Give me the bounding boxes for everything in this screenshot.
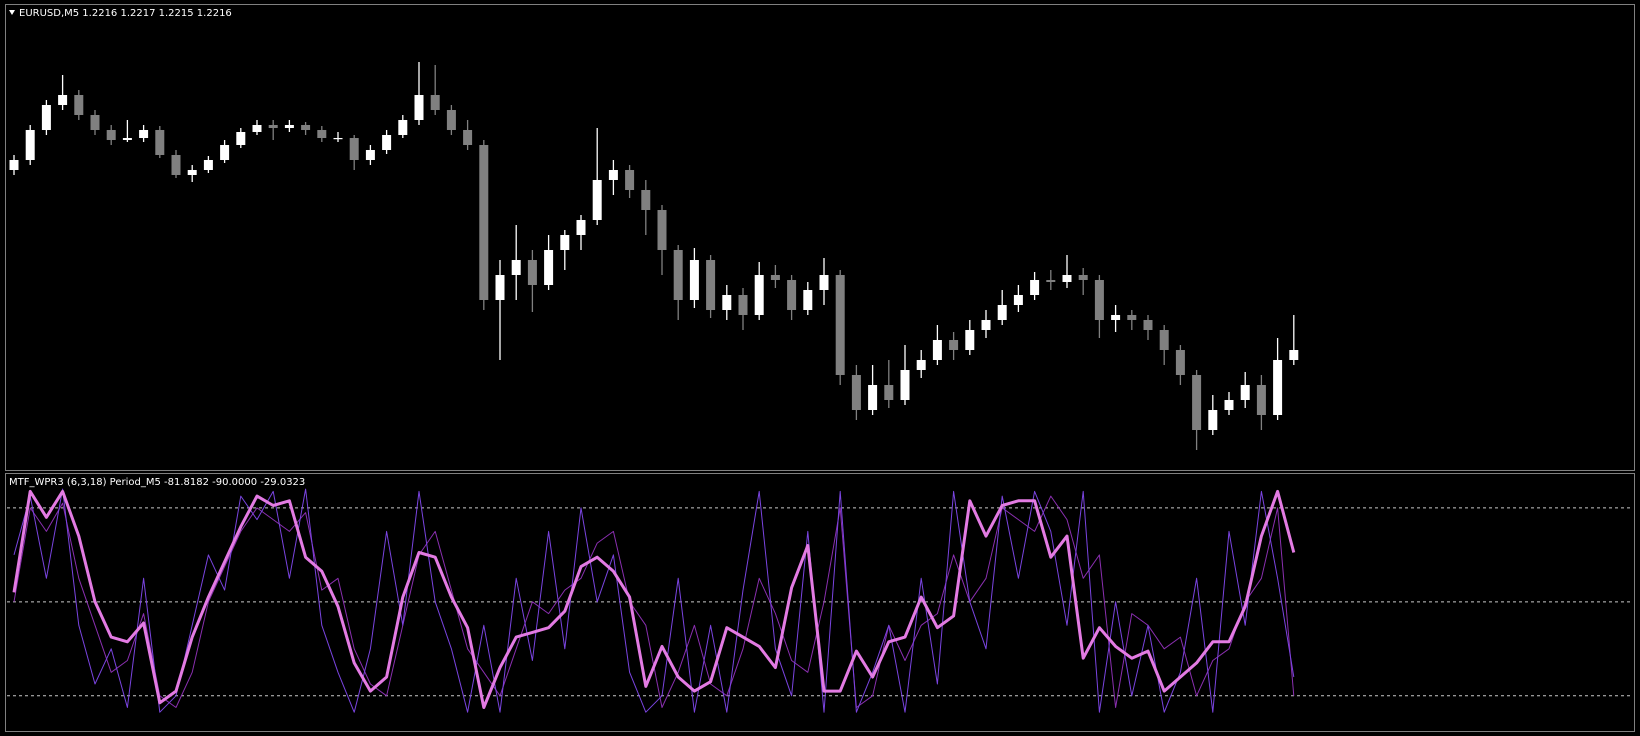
candle-body [1062, 275, 1072, 282]
candle-body [479, 145, 489, 300]
candle-body [576, 220, 586, 235]
collapse-arrow[interactable] [9, 10, 15, 15]
price-panel-title: EURUSD,M5 1.2216 1.2217 1.2215 1.2216 [19, 8, 232, 19]
marks [7, 62, 1633, 713]
candle-body [9, 160, 19, 170]
candle-body [349, 138, 359, 160]
candle-body [382, 135, 392, 150]
candle-body [1143, 320, 1153, 330]
candle-body [41, 105, 51, 130]
candle-body [770, 275, 780, 280]
indicator-line [13, 488, 1295, 713]
candle-body [1094, 280, 1104, 320]
candle-body [997, 305, 1007, 320]
candle-body [949, 340, 959, 350]
candle-body [868, 385, 878, 410]
candle-body [932, 340, 942, 360]
candle-body [1127, 315, 1137, 320]
price-panel-frame [5, 4, 1635, 471]
candle-body [738, 295, 748, 315]
candle-body [722, 295, 732, 310]
candle-body [284, 125, 294, 128]
candle-body [803, 290, 813, 310]
candle-body [317, 130, 327, 138]
candle-body [463, 130, 473, 145]
candle-body [1289, 350, 1299, 360]
candle-body [884, 385, 894, 400]
candle-body [139, 130, 149, 138]
candle-body [819, 275, 829, 290]
candle-body [787, 280, 797, 310]
candle-body [365, 150, 375, 160]
indicator-line [12, 489, 1296, 709]
candle-body [689, 260, 699, 300]
candle-body [544, 250, 554, 285]
candle-body [268, 125, 278, 128]
candle-body [1030, 280, 1040, 295]
candle-body [1175, 350, 1185, 375]
candle-body [1192, 375, 1202, 430]
candle-body [1240, 385, 1250, 400]
candle-body [1159, 330, 1169, 350]
candle-body [608, 170, 618, 180]
candle-body [430, 95, 440, 110]
candle-body [252, 125, 262, 132]
candle-body [1046, 280, 1056, 282]
candle-body [58, 95, 68, 105]
candle-body [25, 130, 35, 160]
candle-body [835, 275, 845, 375]
candle-body [1078, 275, 1088, 280]
candle-body [122, 138, 132, 140]
candle-body [981, 320, 991, 330]
candle-body [398, 120, 408, 135]
candle-body [1208, 410, 1218, 430]
candle-body [560, 235, 570, 250]
candle-body [1013, 295, 1023, 305]
candle-body [511, 260, 521, 275]
candle-body [592, 180, 602, 220]
candle-body [527, 260, 537, 285]
candle-body [1256, 385, 1266, 415]
candle-body [155, 130, 165, 155]
candle-body [1111, 315, 1121, 320]
candle-body [1224, 400, 1234, 410]
candle-body [900, 370, 910, 400]
candle-body [1273, 360, 1283, 415]
candle-body [106, 130, 116, 140]
candle-body [965, 330, 975, 350]
candle-body [446, 110, 456, 130]
candle-body [673, 250, 683, 300]
indicator-panel-title: MTF_WPR3 (6,3,18) Period_M5 -81.8182 -90… [9, 477, 305, 488]
indicator-panel-frame [5, 473, 1635, 732]
candle-body [187, 170, 197, 175]
candle-body [301, 125, 311, 130]
candle-body [706, 260, 716, 310]
candle-body [916, 360, 926, 370]
candle-body [220, 145, 230, 160]
candle-body [754, 275, 764, 315]
candle-body [657, 210, 667, 250]
candle-body [333, 138, 343, 140]
candle-body [171, 155, 181, 175]
candle-body [90, 115, 100, 130]
candle-body [203, 160, 213, 170]
candle-body [495, 275, 505, 300]
candle-body [74, 95, 84, 115]
candle-body [414, 95, 424, 120]
candle-body [236, 132, 246, 145]
candle-body [625, 170, 635, 190]
candle-body [641, 190, 651, 210]
candle-body [851, 375, 861, 410]
